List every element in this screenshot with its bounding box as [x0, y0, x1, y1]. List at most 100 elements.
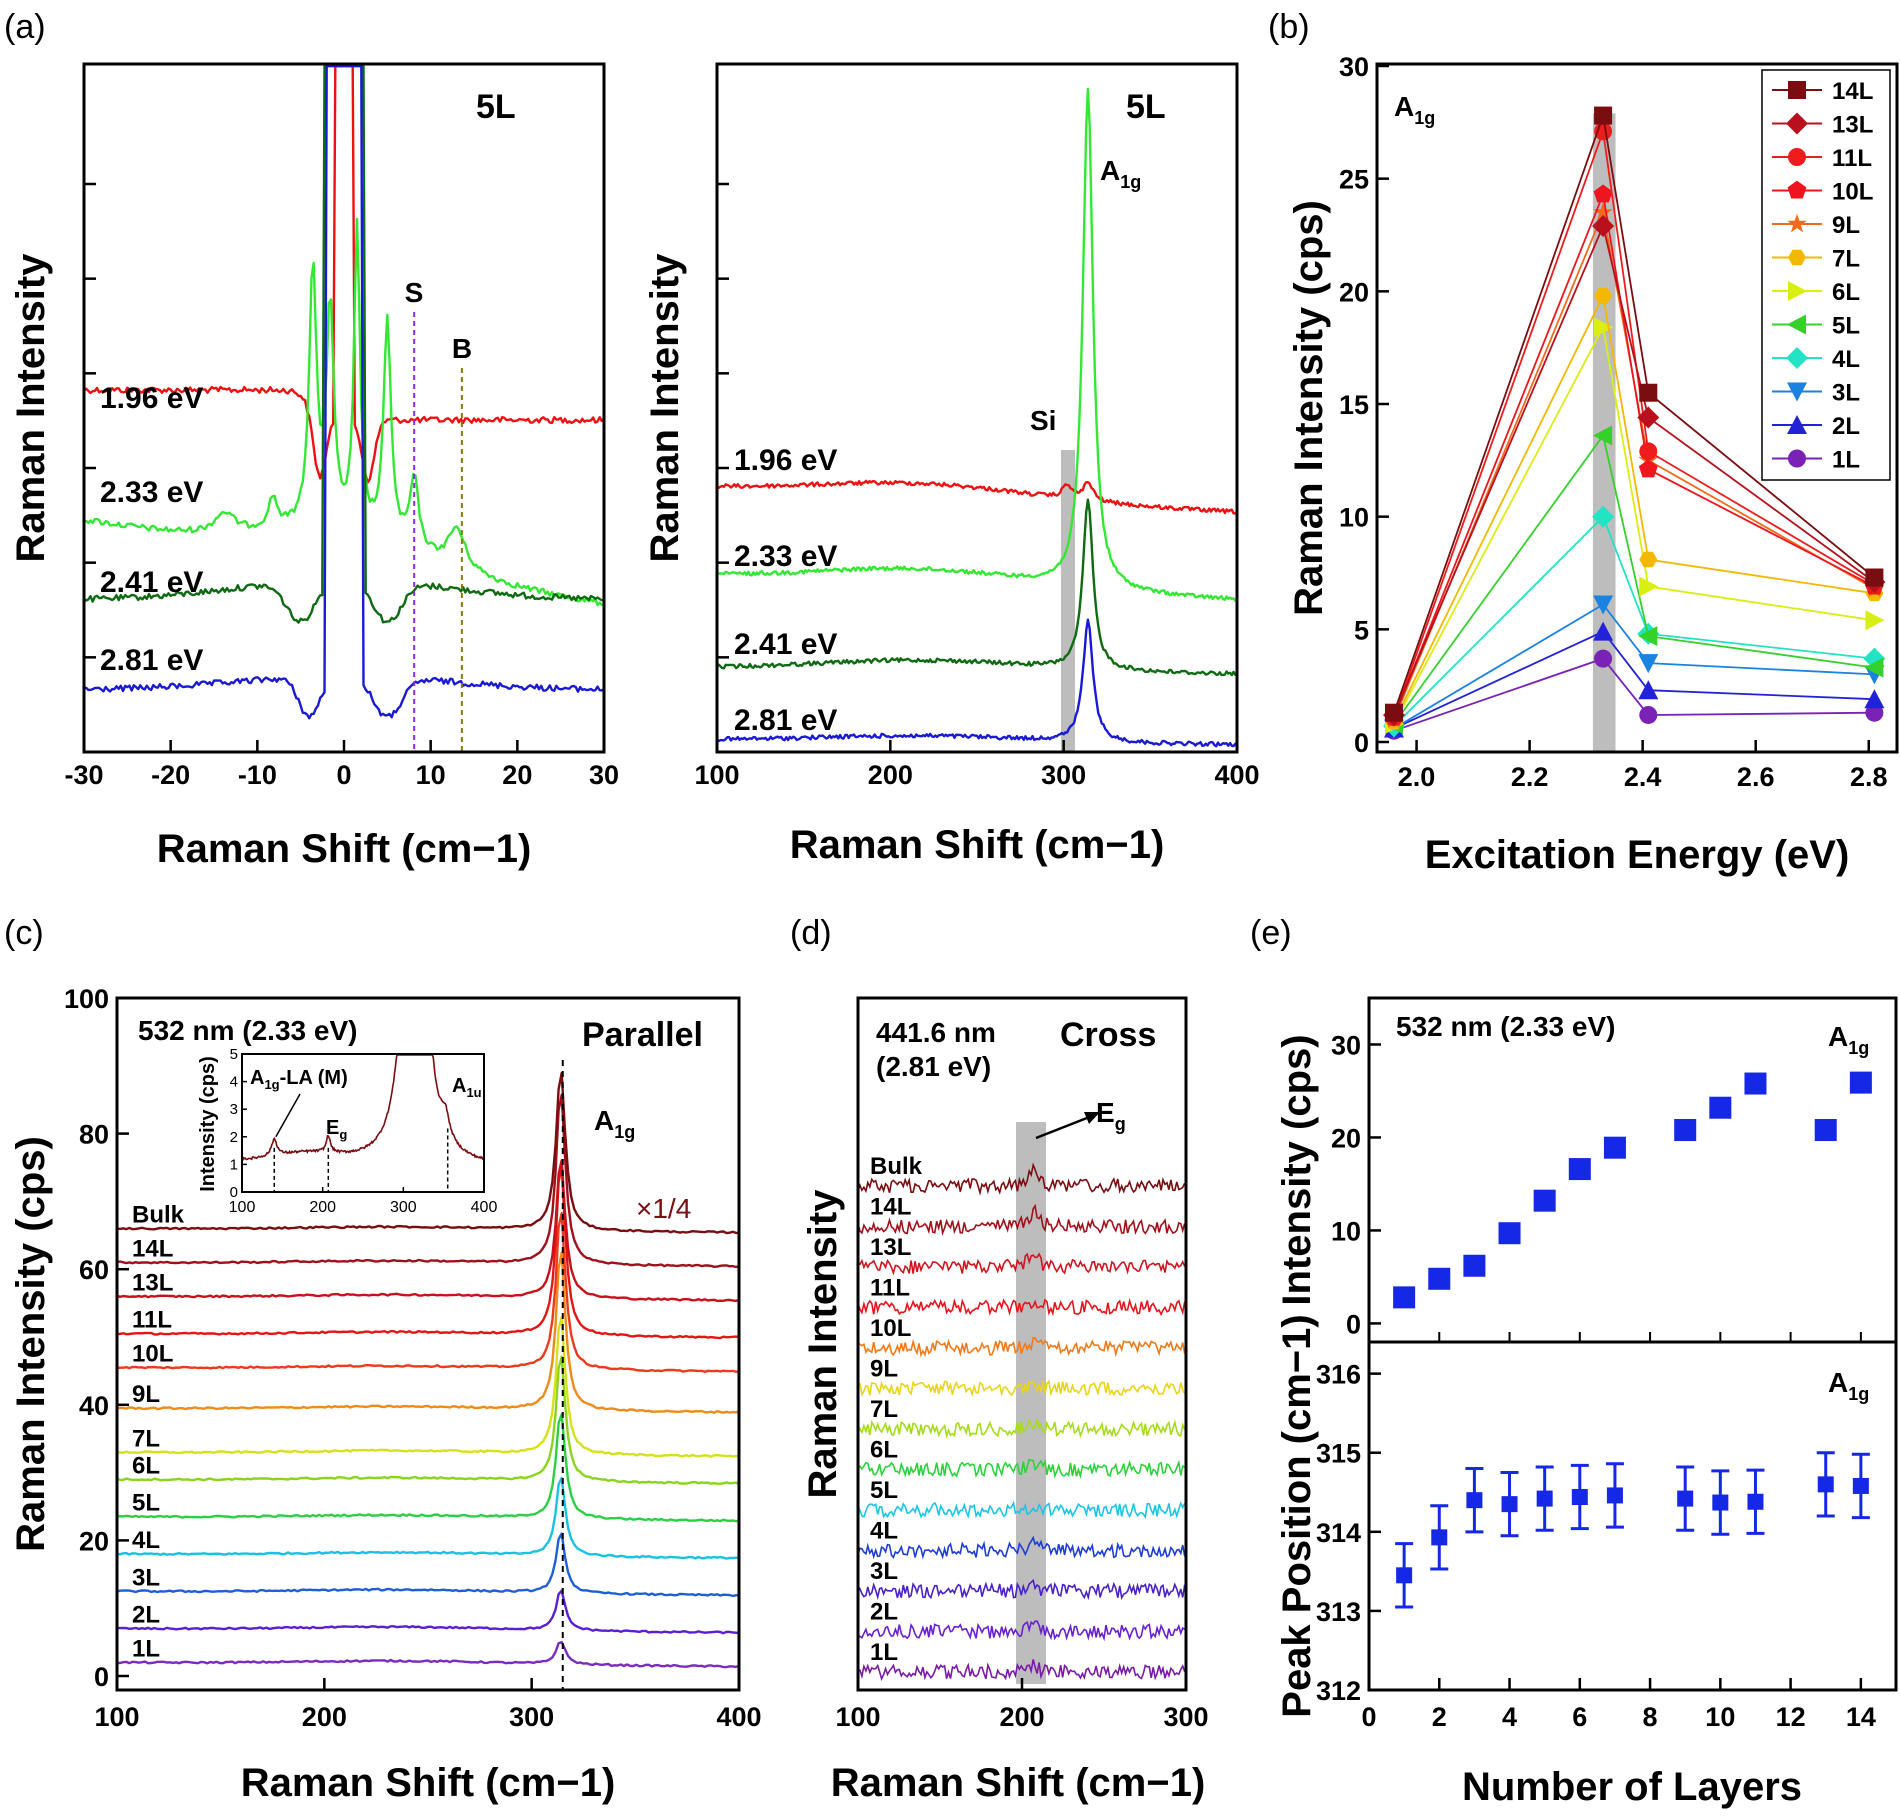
x-tick-label: -30 — [64, 760, 103, 790]
panel-d-xlabel: Raman Shift (cm−1) — [831, 1761, 1206, 1805]
y-tick-label: 25 — [1339, 165, 1369, 195]
panel-e-bottom-a1g: A1g — [1828, 1367, 1869, 1404]
line-b-4L — [1393, 515, 1875, 727]
curve-d-11L — [857, 1297, 1186, 1317]
point-b-14L-3 — [1865, 568, 1884, 587]
point-b-7L-2 — [1639, 551, 1658, 568]
panel-d-title-line1: 441.6 nm — [876, 1017, 996, 1048]
legend-label-6L: 6L — [1832, 279, 1860, 306]
panel-d: (d) 100 200 300 441.6 nm (2.81 eV) Cross E… — [790, 914, 1209, 1805]
y-tick-label: 0 — [1346, 1309, 1361, 1339]
a1g-main: A — [1100, 155, 1120, 186]
panel-a-left-xlabel: Raman Shift (cm−1) — [157, 827, 532, 871]
series-label-d-9L: 9L — [870, 1356, 898, 1383]
panel-c-title: 532 nm (2.33 eV) — [138, 1015, 357, 1046]
series-label-c-13L: 13L — [132, 1269, 173, 1296]
point-b-2L-1 — [1593, 621, 1614, 641]
series-label-c-4L: 4L — [132, 1527, 160, 1554]
line-b-11L — [1393, 130, 1875, 718]
x-tick-label: 14 — [1846, 1702, 1876, 1732]
curve-d-9L — [857, 1379, 1186, 1398]
point-e-intensity-5 — [1533, 1189, 1556, 1212]
x-tick-label: 200 — [302, 1702, 347, 1732]
point-e-intensity-6 — [1568, 1158, 1591, 1181]
series-label-d-10L: 10L — [870, 1315, 911, 1342]
inset-label-a1g-la: A1g-LA (M) — [250, 1067, 348, 1092]
panel-b-content — [1383, 106, 1886, 752]
series-label-c-10L: 10L — [132, 1341, 173, 1368]
panel-e-xlabel: Number of Layers — [1462, 1765, 1802, 1809]
curve-d-Bulk — [857, 1162, 1186, 1196]
inset-ylabel: Intensity (cps) — [197, 1056, 219, 1192]
panel-a-right-ticks: 100 200 300 400 — [694, 182, 1260, 790]
curve-c-13L — [116, 1159, 740, 1303]
point-b-2L-2 — [1638, 680, 1659, 700]
panel-c-scale-note: ×1/4 — [636, 1193, 691, 1224]
point-b-14L-2 — [1639, 383, 1658, 402]
panel-b-title-sub: 1g — [1414, 108, 1435, 128]
panel-c-a1g: A1g — [594, 1105, 635, 1142]
point-e-intensity-10 — [1709, 1096, 1732, 1119]
annotation-B: B — [452, 333, 472, 364]
x-tick-label: 12 — [1776, 1702, 1806, 1732]
a1g-sub: 1g — [1120, 172, 1141, 192]
series-label-a-right-2.41: 2.41 eV — [734, 628, 837, 661]
legend-marker-4L — [1786, 347, 1808, 369]
a1g-label: A1g — [1100, 155, 1141, 192]
y-tick-label: 30 — [1331, 1030, 1361, 1060]
series-label-c-7L: 7L — [132, 1425, 160, 1452]
point-e-intensity-1 — [1393, 1286, 1416, 1309]
point-e-position-1 — [1396, 1567, 1413, 1584]
y-tick-label: 40 — [79, 1391, 109, 1421]
inset-eg-sub: g — [339, 1127, 347, 1142]
inset-x-tick-label: 100 — [229, 1199, 256, 1216]
panel-e-bottom-a1g-sub: 1g — [1848, 1384, 1869, 1404]
legend-label-11L: 11L — [1832, 145, 1872, 172]
point-b-7L-1 — [1594, 288, 1613, 304]
line-b-14L — [1393, 115, 1875, 713]
x-tick-label: 30 — [589, 760, 619, 790]
inset-background — [242, 1054, 484, 1192]
point-b-5L-2 — [1638, 626, 1658, 647]
legend-label-2L: 2L — [1832, 413, 1860, 440]
point-e-intensity-9 — [1674, 1119, 1697, 1142]
inset-a1u-sub: 1u — [466, 1085, 481, 1100]
curve-a-right-2.81eV — [716, 618, 1238, 748]
line-b-2L — [1393, 630, 1875, 730]
series-label-d-Bulk: Bulk — [870, 1153, 923, 1180]
panel-d-curves — [857, 1162, 1186, 1682]
panel-c-xlabel: Raman Shift (cm−1) — [241, 1761, 616, 1805]
legend-label-7L: 7L — [1832, 246, 1860, 273]
panel-label-d: (d) — [790, 914, 832, 952]
y-tick-label: 314 — [1316, 1518, 1361, 1548]
point-b-5L-1 — [1593, 425, 1613, 446]
panel-c-ylabel: Raman Intensity (cps) — [9, 1136, 53, 1552]
inset-y-tick-label: 4 — [230, 1074, 238, 1091]
series-label-a-right-2.33: 2.33 eV — [734, 540, 837, 573]
panel-a-left-curves — [83, 64, 605, 752]
curve-d-7L — [857, 1418, 1186, 1439]
x-tick-label: 20 — [502, 760, 532, 790]
series-label-d-1L: 1L — [870, 1639, 898, 1666]
inset-a1g-sub: 1g — [264, 1077, 279, 1092]
y-tick-label: 20 — [79, 1526, 109, 1556]
series-label-c-2L: 2L — [132, 1602, 160, 1629]
line-b-1L — [1393, 657, 1875, 732]
curve-c-7L — [116, 1315, 740, 1458]
legend-marker-9L — [1787, 213, 1807, 233]
panel-d-eg: Eg — [1096, 1097, 1126, 1134]
curve-d-4L — [857, 1535, 1186, 1560]
legend-marker-2L — [1787, 415, 1807, 434]
point-b-1L-2 — [1639, 705, 1658, 724]
legend-marker-1L — [1788, 449, 1806, 468]
inset-x-tick-label: 400 — [471, 1199, 498, 1216]
point-e-position-13 — [1817, 1476, 1834, 1493]
inset-label-eg: Eg — [326, 1117, 347, 1142]
point-e-position-2 — [1431, 1529, 1448, 1546]
series-label-d-6L: 6L — [870, 1437, 898, 1464]
y-tick-label: 10 — [1339, 503, 1369, 533]
y-tick-label: 5 — [1354, 615, 1369, 645]
inset-y-tick-label: 1 — [230, 1156, 238, 1173]
